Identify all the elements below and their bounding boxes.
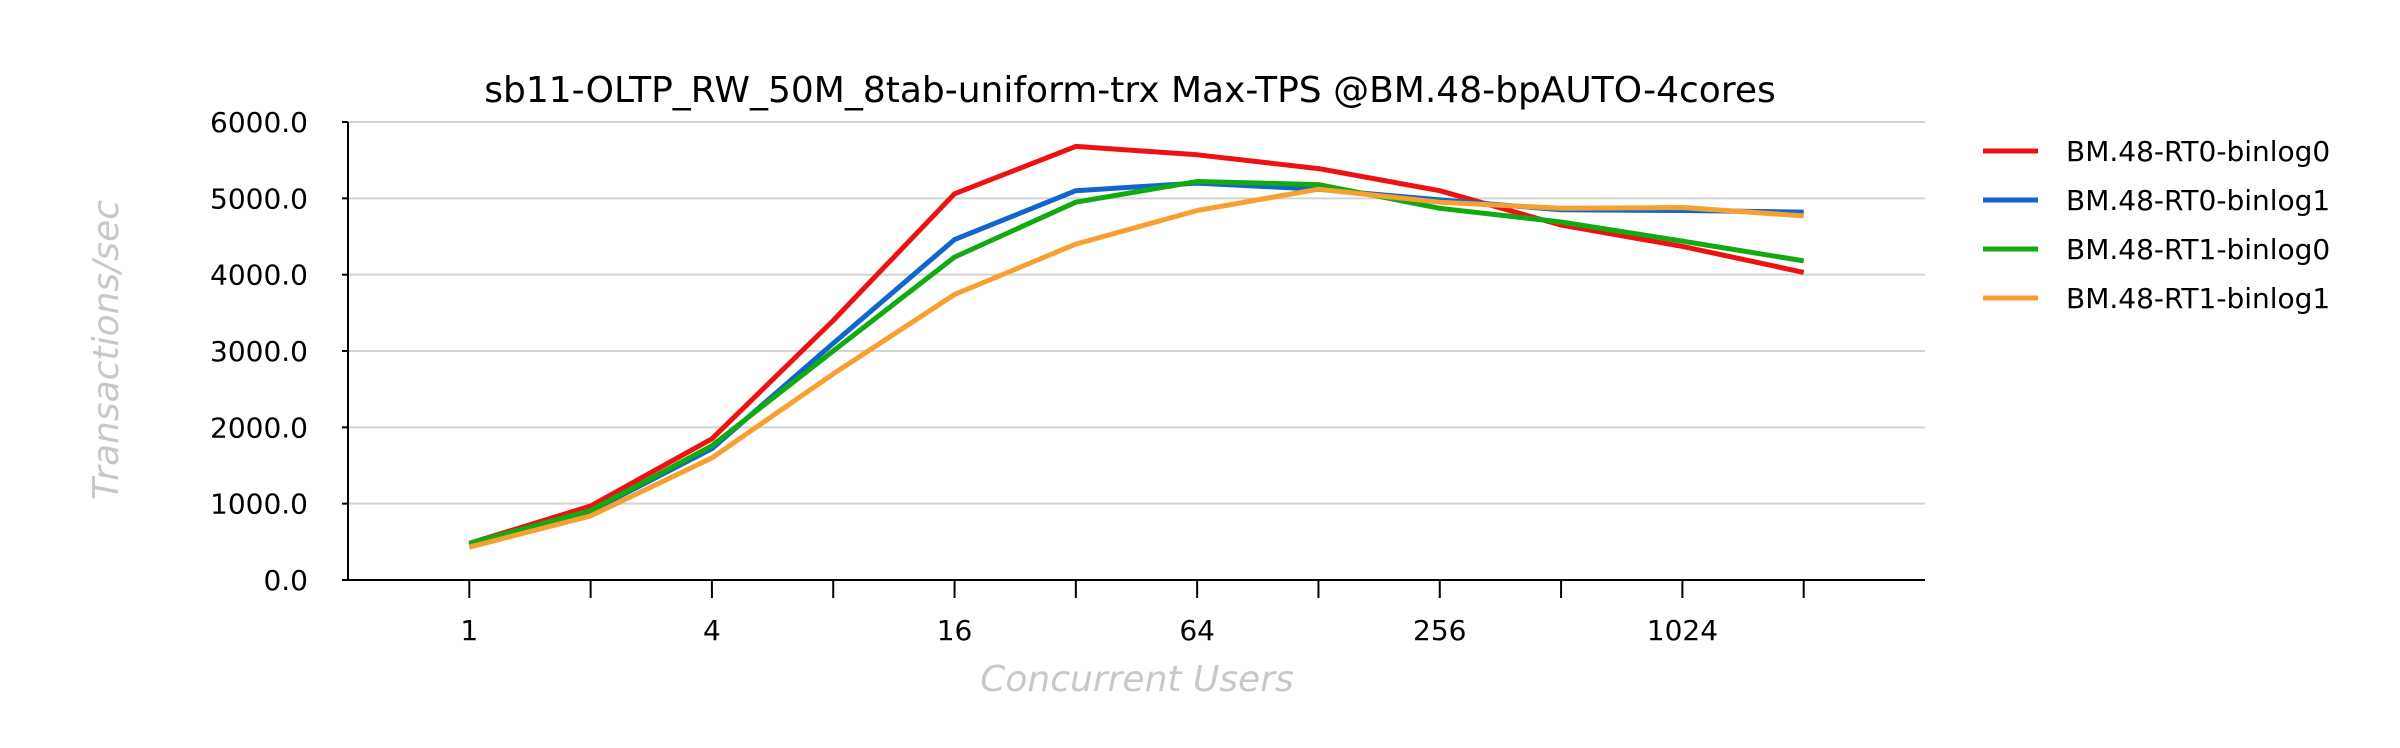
x-tick-label: 1024: [1647, 614, 1718, 647]
y-axis-title: Transactions/sec: [86, 200, 127, 500]
y-tick-label: 6000.0: [210, 106, 308, 139]
legend-label: BM.48-RT0-binlog1: [2066, 184, 2330, 217]
x-tick-label: 1: [460, 614, 478, 647]
x-tick-label: 16: [937, 614, 973, 647]
x-tick-label: 4: [703, 614, 721, 647]
x-tick-label: 64: [1179, 614, 1215, 647]
series-lines: [468, 143, 1805, 550]
gridlines: [348, 121, 1925, 505]
x-tick-labels: 1 4 16 64 256 1024: [460, 580, 1805, 647]
y-tick-label: 4000.0: [210, 259, 308, 292]
x-tick-label: 256: [1413, 614, 1466, 647]
y-tick-label: 2000.0: [210, 411, 308, 444]
y-tick-label: 3000.0: [210, 335, 308, 368]
series-line-BM.48-RT0-binlog1: [468, 180, 1804, 547]
legend-label: BM.48-RT0-binlog0: [2066, 135, 2330, 168]
y-tick-label: 0.0: [263, 564, 308, 597]
series-line-BM.48-RT1-binlog0: [468, 179, 1805, 546]
y-tick-label: 1000.0: [210, 488, 308, 521]
legend: BM.48-RT0-binlog0 BM.48-RT0-binlog1 BM.48-…: [1983, 135, 2330, 315]
chart-title: sb11-OLTP_RW_50M_8tab-uniform-trx Max-TP…: [484, 70, 1775, 111]
series-line-BM.48-RT1-binlog1: [468, 186, 1804, 550]
legend-label: BM.48-RT1-binlog1: [2066, 282, 2330, 315]
y-tick-labels: 0.0 1000.0 2000.0 3000.0 4000.0 5000.0 6000.0: [210, 106, 348, 597]
series-line-BM.48-RT0-binlog0: [468, 143, 1805, 546]
legend-label: BM.48-RT1-binlog0: [2066, 233, 2330, 266]
y-tick-label: 5000.0: [210, 182, 308, 215]
x-axis-title: Concurrent Users: [980, 659, 1294, 700]
